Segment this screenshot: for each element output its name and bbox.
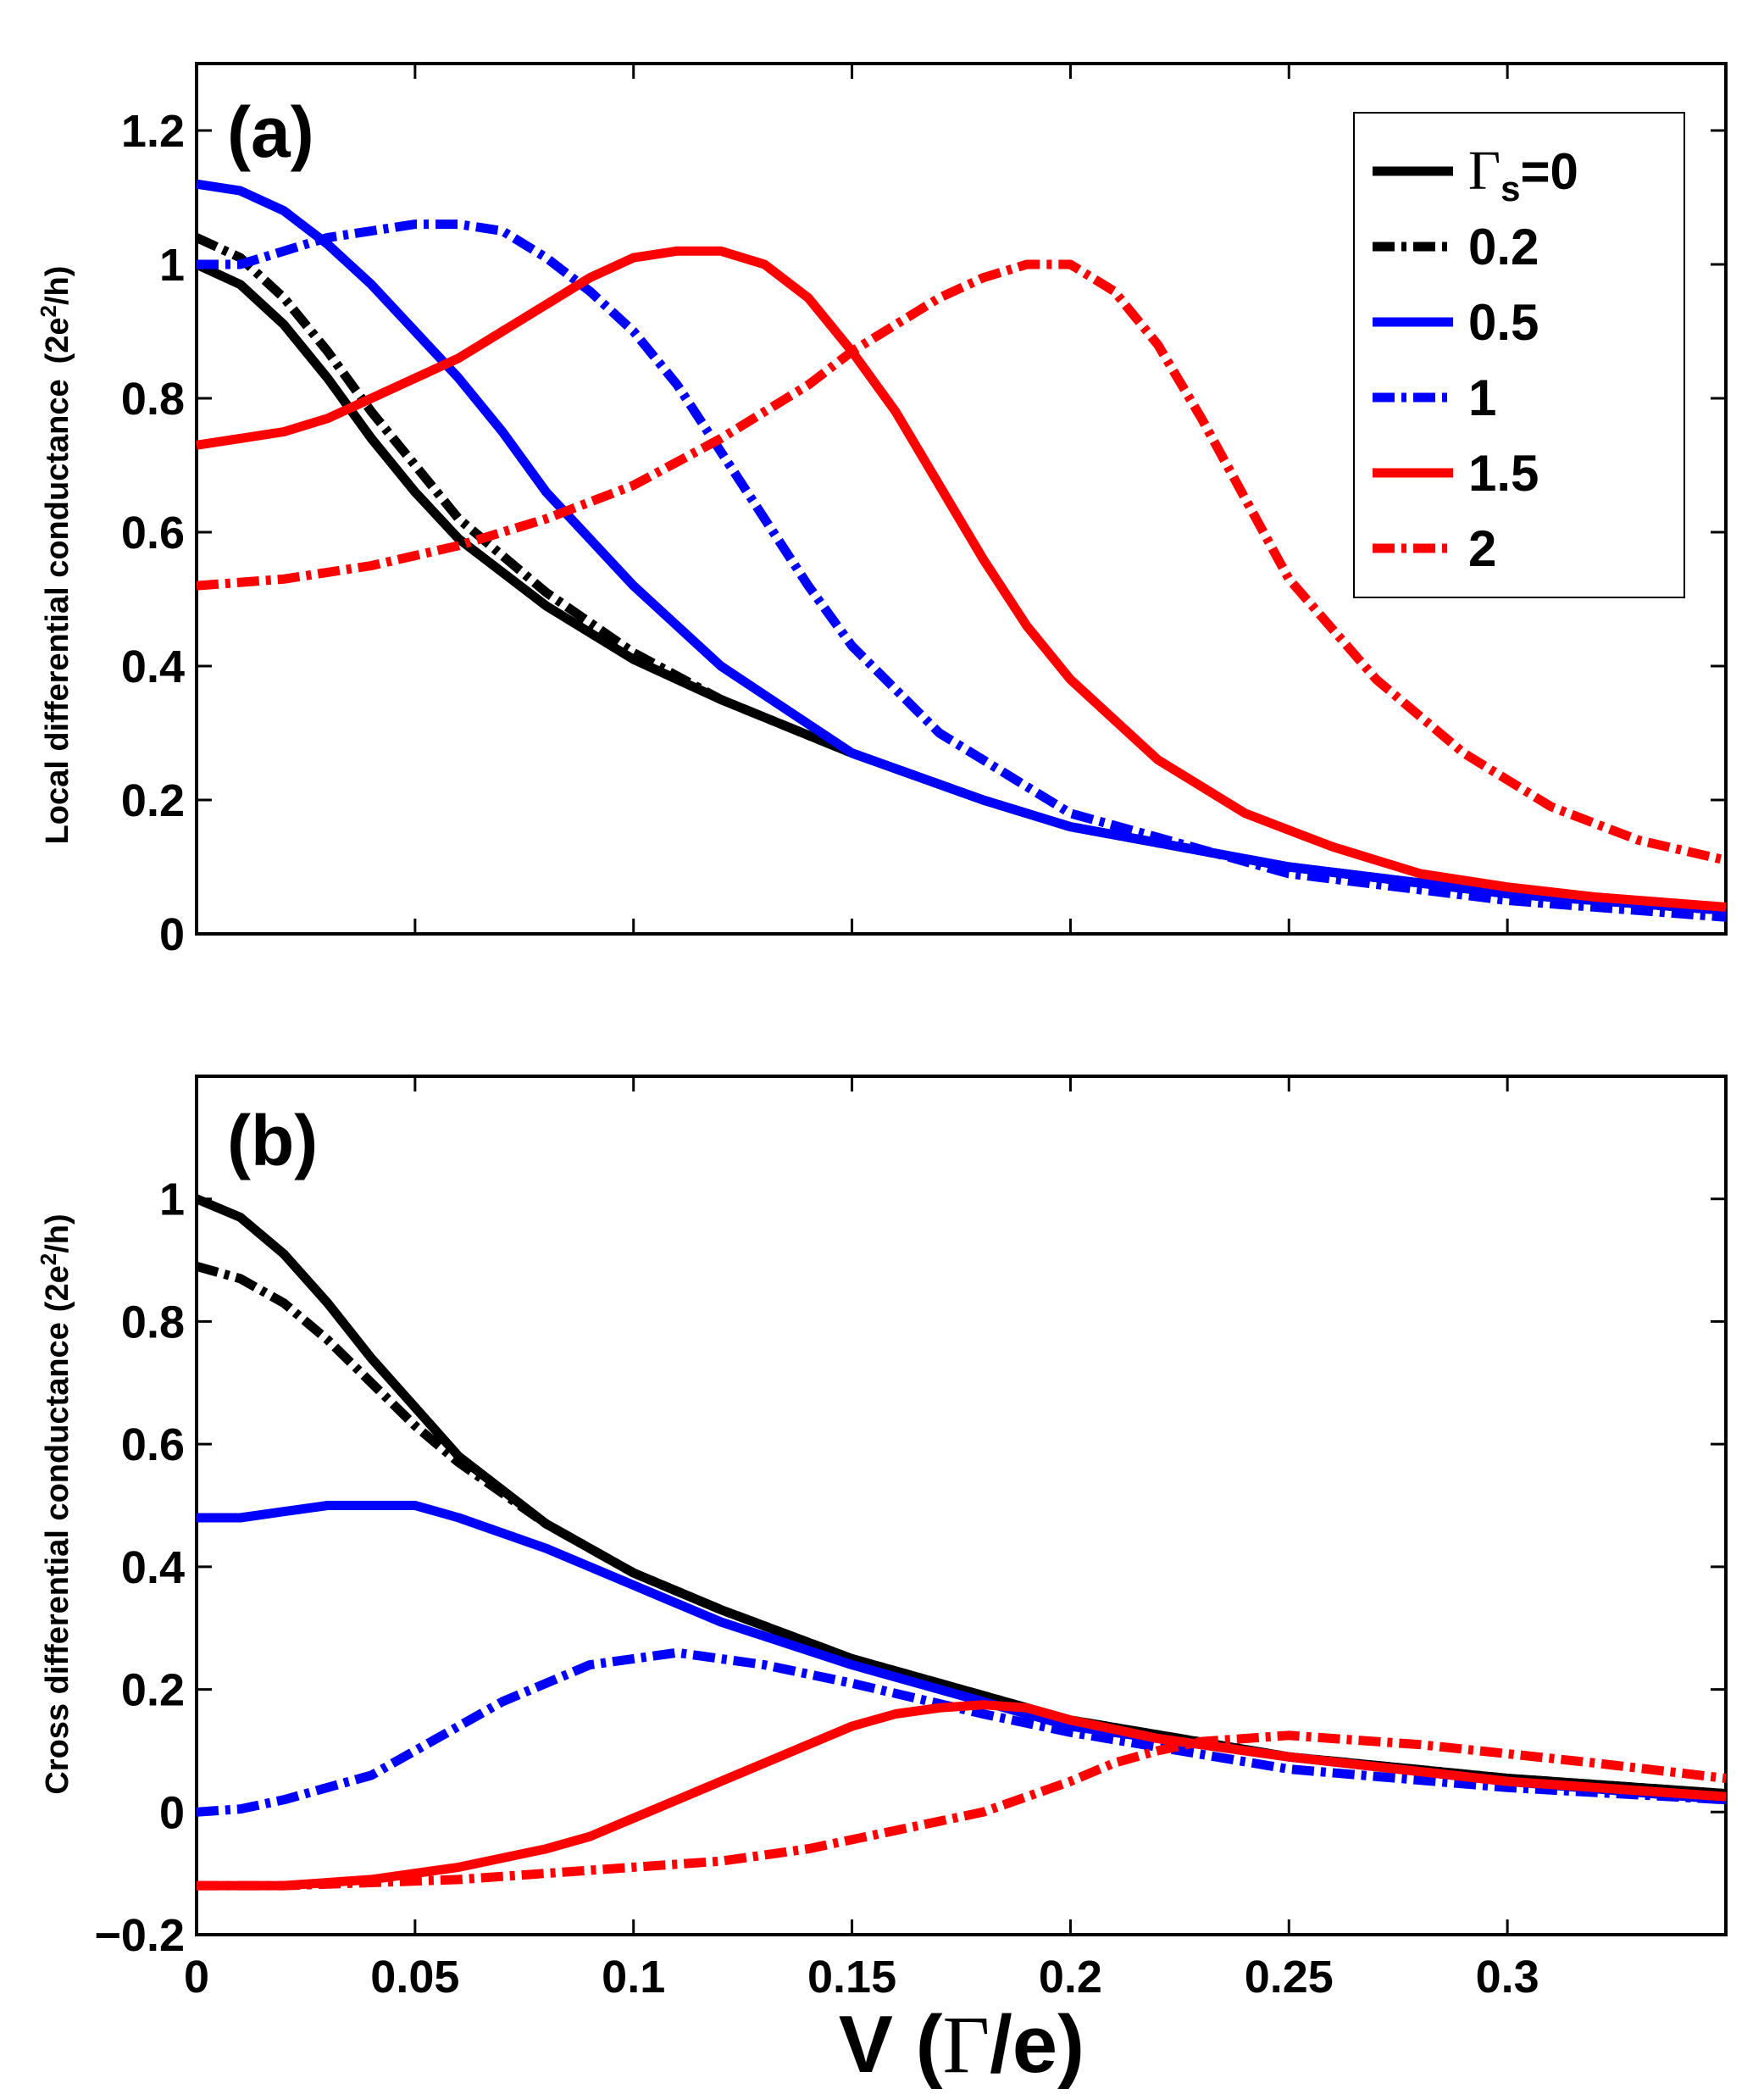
x-tick-label: 0.2: [1039, 1952, 1102, 2002]
panel-label-b: (b): [227, 1101, 318, 1180]
series-line-a-4: [196, 246, 1727, 912]
panel-a: 0 0.2 0.4 0.6 0.8 1 1.2 (a) Local differential…: [36, 62, 1728, 960]
panel-label-a: (a): [227, 92, 314, 172]
y-tick-label: 0: [159, 1787, 185, 1838]
ticks-a: 0 0.2 0.4 0.6 0.8 1 1.2: [121, 64, 1726, 960]
ticks-b: −0.200.20.40.60.810 0.05 0.1 0.15 0.2 0.25 0.3: [94, 1076, 1726, 2002]
x-axis-label: V (Γ/e): [839, 1999, 1084, 2090]
legend-label: 1: [1468, 369, 1496, 426]
y-tick-label: 0.2: [121, 1665, 185, 1716]
legend-label: 0.5: [1468, 294, 1539, 351]
legend-label: 0.2: [1468, 219, 1539, 275]
legend: Γs=0 0.2 0.5 1 1.5 2: [1353, 112, 1685, 598]
series-line-a-3: [197, 219, 1727, 922]
y-axis-label-a: Local differential conductance(2e2/h): [36, 266, 75, 845]
legend-box: [1353, 112, 1685, 598]
series-line-b-3: [196, 1647, 1727, 1817]
series-line-b-4: [197, 1700, 1727, 1891]
x-tick-label: 0.3: [1476, 1952, 1539, 2002]
y-tick-label: 1: [159, 240, 185, 291]
panel-b: −0.200.20.40.60.810 0.05 0.1 0.15 0.2 0.25 0.3…: [36, 1075, 1728, 2090]
series-line-b-1: [195, 1262, 1727, 1799]
series-line-b-5: [197, 1730, 1727, 1891]
x-tick-label: 0.05: [370, 1952, 459, 2002]
y-tick-label: 0: [159, 909, 185, 960]
y-tick-label: 1: [159, 1175, 185, 1225]
x-tick-label: 0: [184, 1952, 209, 2002]
x-tick-label: 0.1: [602, 1952, 665, 2002]
x-tick-label: 0.15: [807, 1952, 896, 2002]
legend-label: 1.5: [1468, 445, 1539, 502]
y-tick-label: 0.8: [121, 1297, 185, 1347]
series-b: [194, 1194, 1727, 1891]
series-line-a-2: [196, 179, 1727, 915]
y-axis-label-b: Cross differential conductance(2e2/h): [36, 1214, 75, 1794]
y-tick-label: 0.2: [121, 775, 185, 826]
legend-label: Γs=0: [1468, 140, 1578, 208]
plot-frame-a: [195, 62, 1728, 936]
x-tick-label: 0.25: [1245, 1952, 1334, 2002]
plot-frame-b: [195, 1075, 1728, 1936]
y-tick-label: 0.8: [121, 374, 185, 425]
y-tick-label: 1.2: [121, 106, 185, 157]
y-tick-label: 0.4: [121, 1542, 185, 1593]
y-tick-label: 0.4: [121, 642, 185, 692]
series-a: [194, 179, 1728, 922]
y-tick-label: 0.6: [121, 508, 185, 558]
legend-items: Γs=0 0.2 0.5 1 1.5 2: [1373, 140, 1578, 577]
y-tick-label: −0.2: [94, 1910, 185, 1961]
legend-label: 2: [1468, 520, 1496, 577]
series-line-a-5: [196, 259, 1728, 865]
y-tick-label: 0.6: [121, 1419, 185, 1470]
